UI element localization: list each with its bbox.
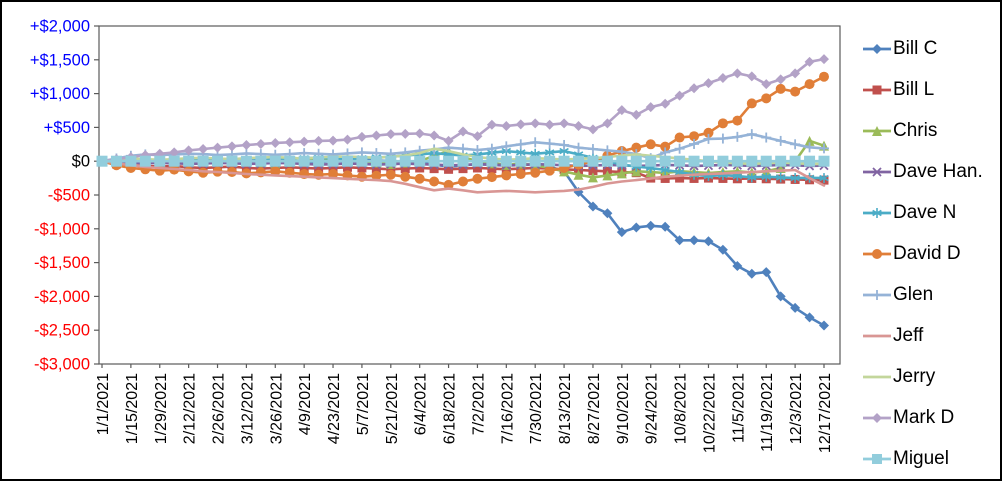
legend-item-bill-l: Bill L bbox=[862, 69, 983, 110]
series-jeff bbox=[100, 159, 826, 194]
x-axis-label: 7/16/2021 bbox=[499, 373, 516, 444]
y-axis-label: -$3,000 bbox=[34, 356, 90, 374]
x-axis-label: 12/17/2021 bbox=[817, 373, 834, 453]
x-axis-label: 9/24/2021 bbox=[644, 373, 661, 444]
legend-item-jerry: Jerry bbox=[862, 356, 983, 397]
legend-label: Jeff bbox=[893, 325, 924, 346]
x-axis-label: 2/12/2021 bbox=[182, 373, 199, 444]
legend-label: David D bbox=[893, 243, 961, 264]
x-axis-label: 12/3/2021 bbox=[788, 373, 805, 444]
legend-item-david-d: David D bbox=[862, 233, 983, 274]
x-axis-label: 2/26/2021 bbox=[211, 373, 228, 444]
legend-label: Bill C bbox=[893, 38, 938, 59]
legend-marker-icon bbox=[863, 85, 891, 94]
x-axis-label: 8/27/2021 bbox=[586, 373, 603, 444]
y-axis-label: -$1,000 bbox=[34, 220, 90, 238]
x-axis-label: 7/30/2021 bbox=[528, 373, 545, 444]
legend-marker-icon bbox=[863, 412, 891, 423]
legend-label: Glen bbox=[893, 284, 934, 305]
series-miguel bbox=[96, 155, 830, 167]
x-axis-label: 7/2/2021 bbox=[470, 373, 487, 435]
legend-marker-icon bbox=[863, 248, 891, 259]
legend-marker-icon bbox=[863, 375, 891, 378]
legend-item-mark-d: Mark D bbox=[862, 397, 983, 438]
legend-marker-icon bbox=[863, 334, 891, 337]
x-axis-label: 9/10/2021 bbox=[615, 373, 632, 444]
legend-label: Jerry bbox=[893, 366, 936, 387]
legend-label: Dave Han. bbox=[893, 161, 983, 182]
y-axis-label: -$2,000 bbox=[34, 288, 90, 306]
x-axis-label: 6/18/2021 bbox=[442, 373, 459, 444]
x-axis-label: 4/23/2021 bbox=[326, 373, 343, 444]
legend-marker-icon bbox=[863, 43, 891, 54]
y-axis-label: -$2,500 bbox=[34, 322, 90, 340]
y-axis-label: +$1,500 bbox=[30, 51, 90, 69]
legend-marker-icon bbox=[863, 453, 891, 464]
y-axis-label: +$2,000 bbox=[30, 18, 90, 36]
legend-marker-icon bbox=[863, 125, 891, 136]
legend-item-dave-n: Dave N bbox=[862, 192, 983, 233]
y-axis-label: $0 bbox=[72, 153, 90, 171]
x-axis-label: 10/8/2021 bbox=[673, 373, 690, 444]
legend-item-chris: Chris bbox=[862, 110, 983, 151]
legend-item-glen: Glen bbox=[862, 274, 983, 315]
legend-item-jeff: Jeff bbox=[862, 315, 983, 356]
x-axis-label: 5/21/2021 bbox=[384, 373, 401, 444]
legend-item-dave-han: Dave Han. bbox=[862, 151, 983, 192]
legend-item-bill-c: Bill C bbox=[862, 28, 983, 69]
legend-marker-icon bbox=[863, 166, 891, 177]
x-axis-label: 3/26/2021 bbox=[268, 373, 285, 444]
x-axis-label: 5/7/2021 bbox=[355, 373, 372, 435]
legend-label: Dave N bbox=[893, 202, 957, 223]
x-axis-label: 1/29/2021 bbox=[153, 373, 170, 444]
legend-marker-icon bbox=[863, 289, 891, 300]
legend-label: Mark D bbox=[893, 407, 955, 428]
y-axis-label: -$500 bbox=[48, 187, 90, 205]
legend-label: Bill L bbox=[893, 79, 935, 100]
x-axis-label: 11/19/2021 bbox=[759, 373, 776, 452]
chart-legend: Bill C Bill L Chris Dave Han. Dave N David D G… bbox=[862, 28, 983, 479]
x-axis-label: 10/22/2021 bbox=[701, 373, 718, 453]
x-axis-label: 11/5/2021 bbox=[730, 373, 747, 443]
legend-marker-icon bbox=[863, 207, 891, 218]
y-axis-label: +$1,000 bbox=[30, 85, 90, 103]
y-axis-label: +$500 bbox=[44, 119, 90, 137]
x-axis-label: 4/9/2021 bbox=[297, 373, 314, 435]
y-axis-label: -$1,500 bbox=[34, 254, 90, 272]
legend-label: Chris bbox=[893, 120, 938, 141]
x-axis-label: 3/12/2021 bbox=[239, 373, 256, 444]
series-mark-d bbox=[97, 54, 829, 167]
x-axis-label: 6/4/2021 bbox=[413, 373, 430, 435]
legend-item-miguel: Miguel bbox=[862, 438, 983, 479]
x-axis-label: 8/13/2021 bbox=[557, 373, 574, 444]
x-axis-label: 1/15/2021 bbox=[124, 373, 141, 444]
x-axis-label: 1/1/2021 bbox=[95, 373, 112, 435]
legend-label: Miguel bbox=[893, 448, 949, 469]
